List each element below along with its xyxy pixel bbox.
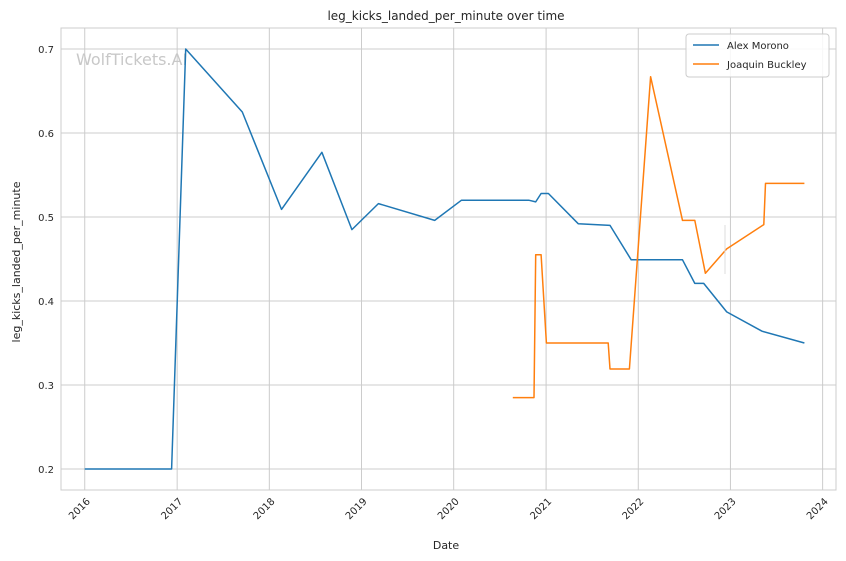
series-line-joaquin-buckley <box>512 75 805 399</box>
x-tick-label: 2020 <box>436 496 462 522</box>
series-line-alex-morono <box>84 48 805 470</box>
y-axis-label: leg_kicks_landed_per_minute <box>10 181 23 342</box>
x-axis-label: Date <box>433 539 460 552</box>
x-tick-label: 2017 <box>160 496 186 522</box>
y-tick-label: 0.3 <box>38 381 54 392</box>
x-tick-label: 2024 <box>805 496 831 522</box>
plot-frame <box>60 27 837 491</box>
y-tick-label: 0.5 <box>38 213 54 224</box>
legend-box <box>685 33 830 78</box>
x-tick-label: 2023 <box>713 496 739 522</box>
grid <box>61 28 836 490</box>
chart-title: leg_kicks_landed_per_minute over time <box>327 9 564 23</box>
x-tick-label: 2016 <box>67 496 93 522</box>
x-tick-label: 2018 <box>252 496 278 522</box>
x-tick-label: 2019 <box>344 496 370 522</box>
legend-label-alex-morono: Alex Morono <box>727 41 789 52</box>
axis-ticks: 0.2 0.3 0.4 0.5 0.6 0.7 2016 2017 2018 2019 2020 20… <box>38 45 831 522</box>
y-tick-label: 0.4 <box>38 297 54 308</box>
series-lines <box>84 48 805 470</box>
x-tick-label: 2022 <box>621 496 647 522</box>
legend: Alex Morono Joaquin Buckley <box>685 33 830 78</box>
watermark: WolfTickets.AI <box>76 50 187 69</box>
legend-label-joaquin-buckley: Joaquin Buckley <box>726 60 807 71</box>
y-tick-label: 0.7 <box>38 45 54 56</box>
y-tick-label: 0.2 <box>38 465 54 476</box>
x-tick-label: 2021 <box>528 496 554 522</box>
y-tick-label: 0.6 <box>38 129 54 140</box>
